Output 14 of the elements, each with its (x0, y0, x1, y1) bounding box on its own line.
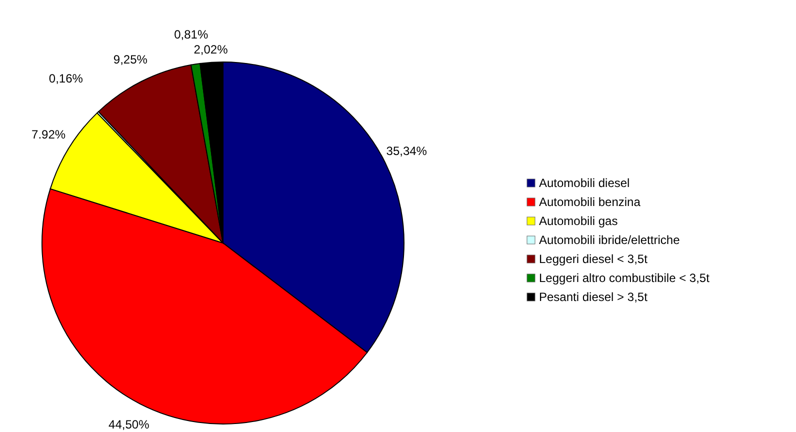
data-label: 0,81% (174, 28, 208, 42)
legend-label: Automobili gas (539, 214, 618, 228)
legend-label: Leggeri diesel < 3,5t (539, 252, 648, 266)
legend-label: Pesanti diesel > 3,5t (539, 290, 648, 304)
data-label: 0,16% (48, 71, 84, 86)
data-label: 7.92% (32, 128, 66, 142)
data-label: 2,02% (194, 42, 228, 57)
data-label: 44,50% (108, 417, 150, 432)
legend-label: Leggeri altro combustibile < 3,5t (539, 271, 710, 285)
legend-label: Automobili diesel (539, 176, 630, 190)
legend-label: Automobili benzina (539, 195, 641, 209)
legend-label: Automobili ibride/elettriche (539, 233, 680, 247)
data-label: 9,25% (113, 52, 148, 66)
data-label: 35,34% (386, 144, 428, 158)
